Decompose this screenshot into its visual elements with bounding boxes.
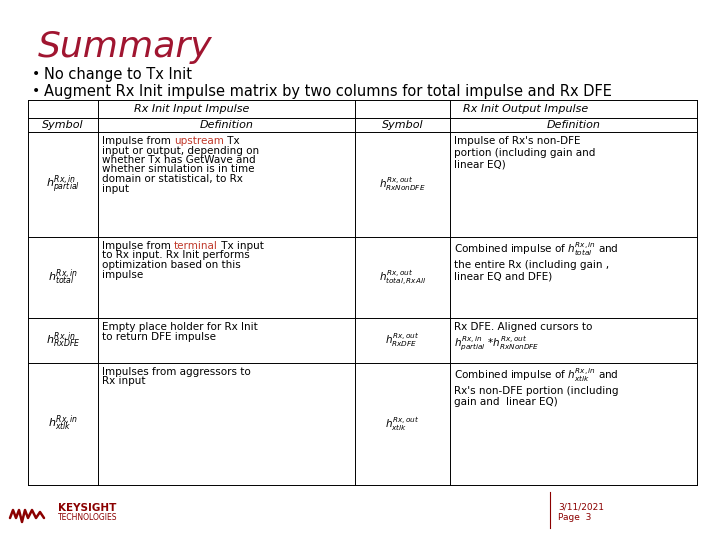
Text: Tx: Tx: [224, 136, 240, 146]
Text: $h_{RxDFE}^{Rx,out}$: $h_{RxDFE}^{Rx,out}$: [385, 332, 420, 349]
Text: to return DFE impulse: to return DFE impulse: [102, 332, 216, 341]
Text: $h_{RxDFE}^{Rx,in}$: $h_{RxDFE}^{Rx,in}$: [46, 330, 80, 350]
Text: Augment Rx Init impulse matrix by two columns for total impulse and Rx DFE: Augment Rx Init impulse matrix by two co…: [44, 84, 612, 99]
Text: Rx input: Rx input: [102, 376, 145, 387]
Text: Combined impulse of $h_{total}^{Rx,in}$ and
the entire Rx (including gain ,
line: Combined impulse of $h_{total}^{Rx,in}$ …: [454, 241, 618, 281]
Text: Rx Init Input Impulse: Rx Init Input Impulse: [134, 104, 249, 114]
Text: Empty place holder for Rx Init: Empty place holder for Rx Init: [102, 322, 258, 332]
Text: $h_{RxNonDFE}^{Rx,out}$: $h_{RxNonDFE}^{Rx,out}$: [379, 176, 426, 193]
Text: optimization based on this: optimization based on this: [102, 260, 240, 270]
Text: Combined impulse of $h_{xtlk}^{Rx,in}$ and
Rx's non-DFE portion (including
gain : Combined impulse of $h_{xtlk}^{Rx,in}$ a…: [454, 367, 618, 407]
Text: TECHNOLOGIES: TECHNOLOGIES: [58, 514, 117, 523]
Text: 3/11/2021: 3/11/2021: [558, 502, 604, 511]
Text: Impulses from aggressors to: Impulses from aggressors to: [102, 367, 251, 377]
Text: $h_{total}^{Rx,in}$: $h_{total}^{Rx,in}$: [48, 267, 78, 287]
Text: Impulse from: Impulse from: [102, 136, 174, 146]
Text: Definition: Definition: [546, 120, 600, 130]
Text: $h_{partial}^{Rx,in}$: $h_{partial}^{Rx,in}$: [46, 173, 80, 196]
Text: to Rx input. Rx Init performs: to Rx input. Rx Init performs: [102, 251, 250, 260]
Text: whether simulation is in time: whether simulation is in time: [102, 165, 254, 174]
Text: No change to Tx Init: No change to Tx Init: [44, 67, 192, 82]
Text: Tx input: Tx input: [218, 241, 264, 251]
Text: input or output, depending on: input or output, depending on: [102, 145, 259, 156]
Text: whether Tx has GetWave and: whether Tx has GetWave and: [102, 155, 256, 165]
Text: $h_{xtlk}^{Rx,out}$: $h_{xtlk}^{Rx,out}$: [385, 415, 420, 433]
Text: terminal: terminal: [174, 241, 218, 251]
Text: input: input: [102, 184, 129, 193]
Text: $h_{xtlk}^{Rx,in}$: $h_{xtlk}^{Rx,in}$: [48, 414, 78, 434]
Text: Page  3: Page 3: [558, 513, 591, 522]
Text: $h_{total,RxAll}^{Rx,out}$: $h_{total,RxAll}^{Rx,out}$: [379, 268, 426, 287]
Text: Impulse of Rx's non-DFE
portion (including gain and
linear EQ): Impulse of Rx's non-DFE portion (includi…: [454, 136, 595, 169]
Text: domain or statistical, to Rx: domain or statistical, to Rx: [102, 174, 243, 184]
Text: Symbol: Symbol: [42, 120, 84, 130]
Text: Rx DFE. Aligned cursors to
$h_{partial}^{Rx,in}$ $*h_{RxNonDFE}^{Rx,out}$: Rx DFE. Aligned cursors to $h_{partial}^…: [454, 322, 593, 352]
Text: Rx Init Output Impulse: Rx Init Output Impulse: [464, 104, 589, 114]
Text: •: •: [32, 67, 40, 81]
Text: Definition: Definition: [199, 120, 253, 130]
Text: Impulse from: Impulse from: [102, 241, 174, 251]
Text: upstream: upstream: [174, 136, 224, 146]
Text: •: •: [32, 84, 40, 98]
Text: Symbol: Symbol: [382, 120, 423, 130]
Text: KEYSIGHT: KEYSIGHT: [58, 503, 117, 513]
Text: Summary: Summary: [38, 30, 212, 64]
Text: impulse: impulse: [102, 269, 143, 280]
